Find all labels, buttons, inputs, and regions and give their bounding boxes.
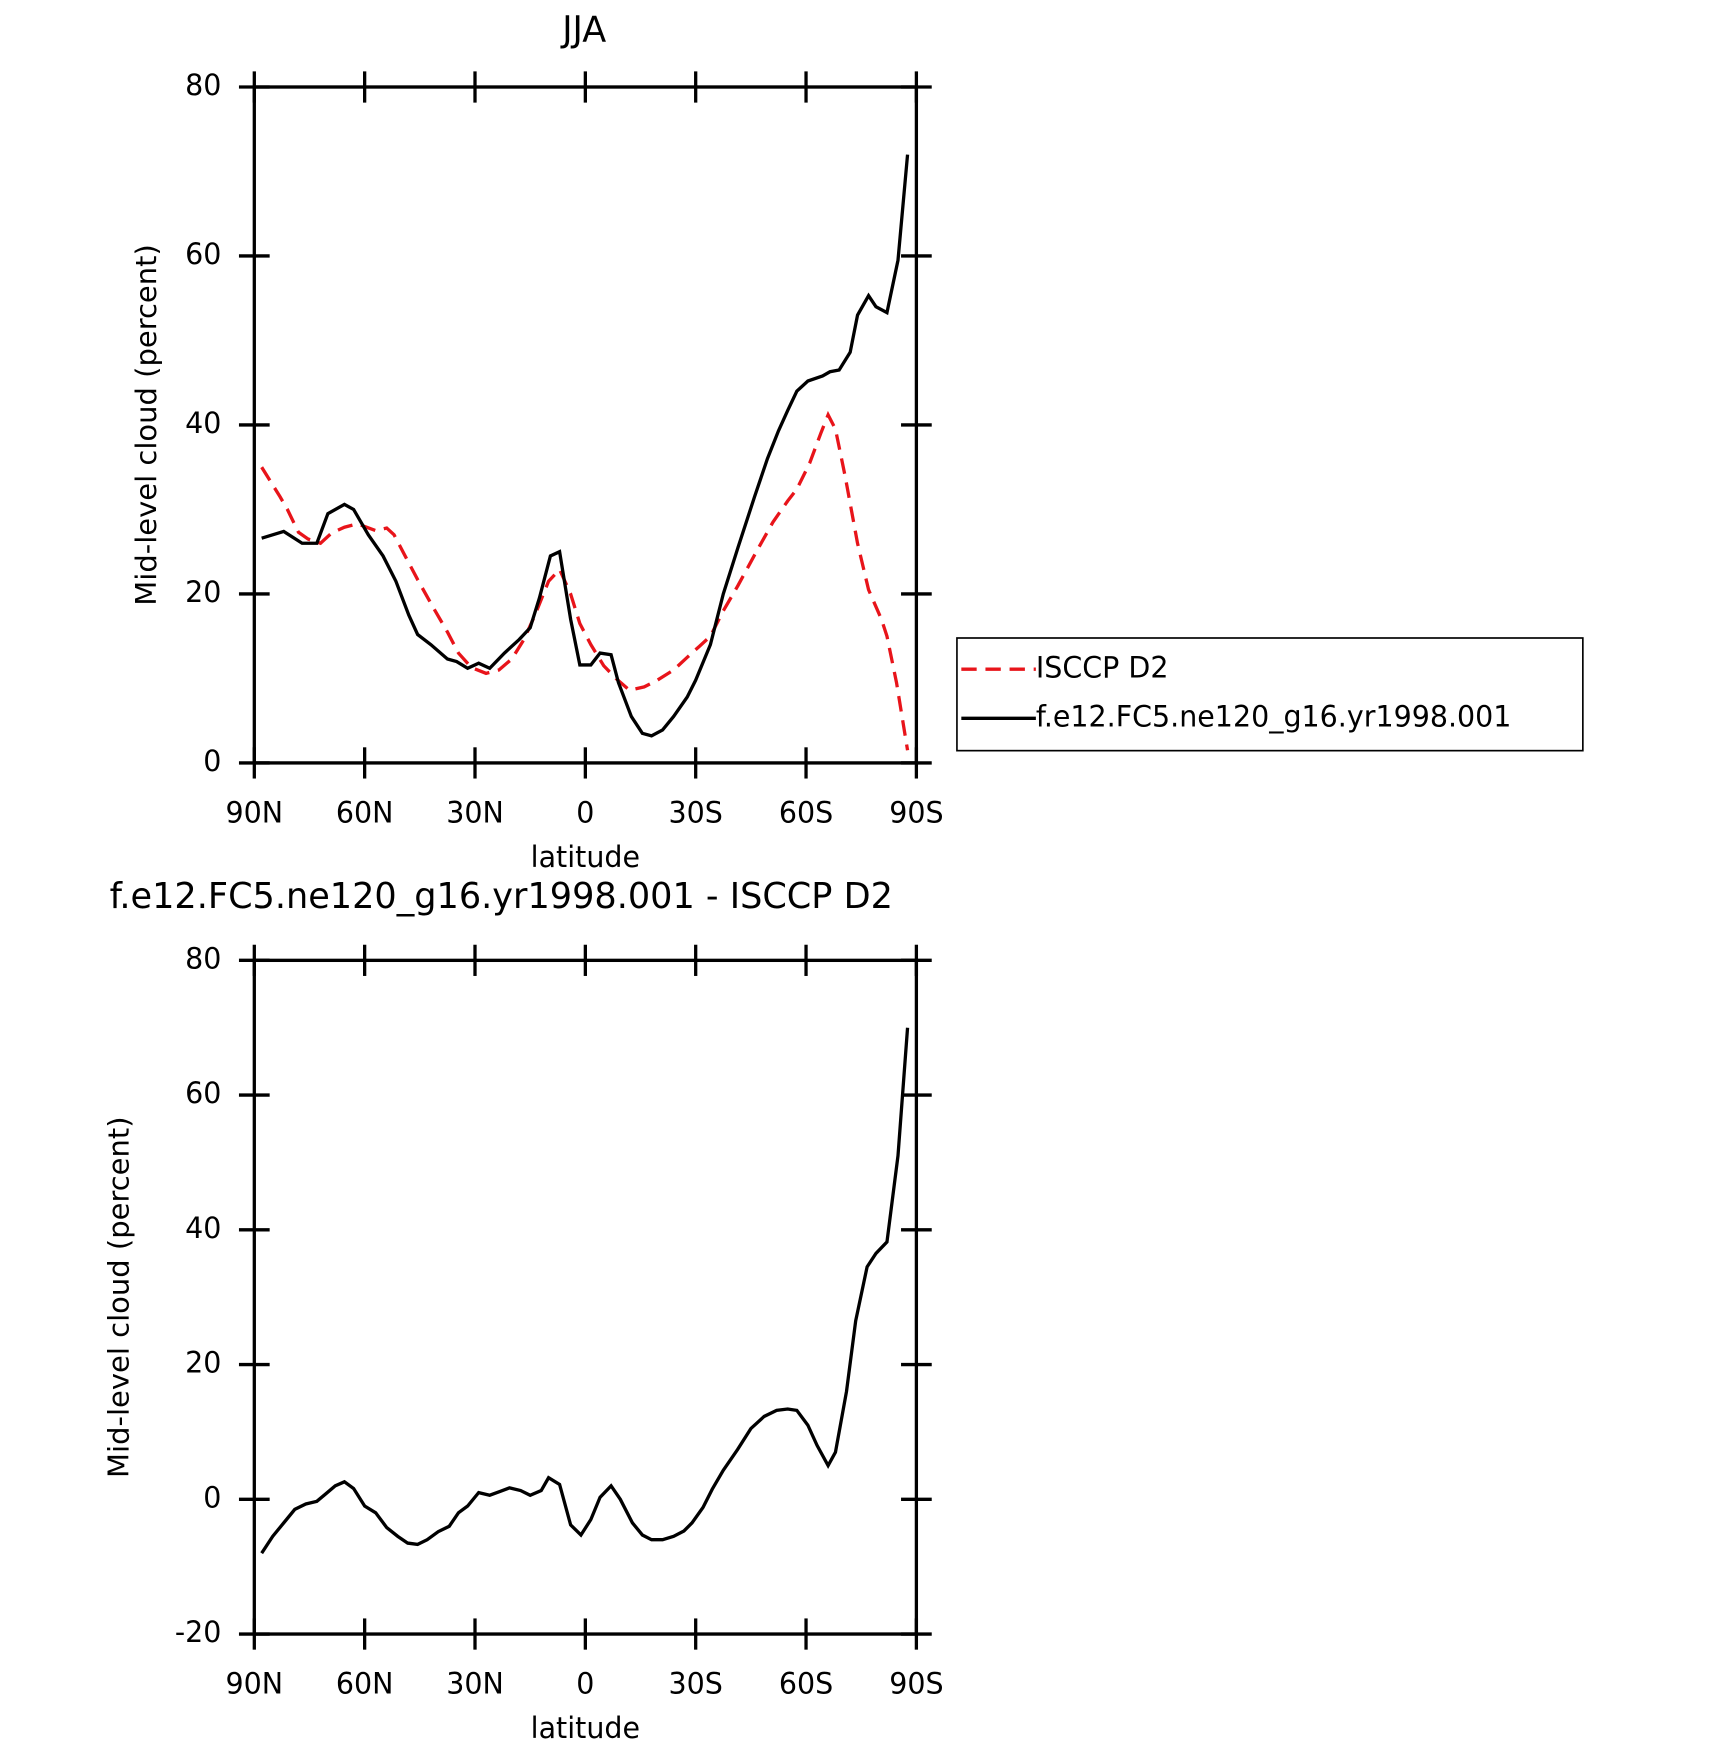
x-tick-label: 60S xyxy=(779,1666,833,1700)
x-tick-label: 30N xyxy=(446,1666,504,1700)
legend-box xyxy=(956,637,1584,752)
y-tick-label: 60 xyxy=(185,1076,221,1110)
y-tick-label: 0 xyxy=(203,744,221,778)
x-tick-label: 30N xyxy=(446,795,504,829)
x-tick-label: 0 xyxy=(576,1666,594,1700)
y-tick-label: 0 xyxy=(203,1480,221,1514)
x-tick-label: 60N xyxy=(336,1666,394,1700)
series-line xyxy=(261,154,910,738)
y-tick-label: 60 xyxy=(185,237,221,271)
x-tick-label: 0 xyxy=(576,795,594,829)
x-axis-label: latitude xyxy=(531,1711,640,1740)
legend-label: f.e12.FC5.ne120_g16.yr1998.001 xyxy=(1036,699,1512,733)
y-tick-label: 40 xyxy=(185,406,221,440)
y-tick-label: 80 xyxy=(185,941,221,975)
x-tick-label: 30S xyxy=(669,795,723,829)
chart-title: f.e12.FC5.ne120_g16.yr1998.001 - ISCCP D… xyxy=(110,876,893,917)
y-tick-label: 20 xyxy=(185,575,221,609)
x-tick-label: 60S xyxy=(779,795,833,829)
y-tick-label: 20 xyxy=(185,1345,221,1379)
y-axis-label: Mid-level cloud (percent) xyxy=(129,244,163,606)
x-tick-label: 90N xyxy=(226,795,284,829)
x-tick-label: 90S xyxy=(889,1666,943,1700)
legend-label: ISCCP D2 xyxy=(1036,650,1169,684)
series-line xyxy=(260,1027,910,1555)
y-tick-label: 80 xyxy=(185,68,221,102)
y-tick-label: -20 xyxy=(175,1615,222,1649)
x-tick-label: 60N xyxy=(336,795,394,829)
chart-title: JJA xyxy=(560,9,606,50)
plot-frame xyxy=(252,958,919,1636)
y-tick-label: 40 xyxy=(185,1211,221,1245)
x-tick-label: 90N xyxy=(226,1666,284,1700)
x-axis-label: latitude xyxy=(531,840,640,874)
y-axis-label: Mid-level cloud (percent) xyxy=(102,1116,136,1478)
x-tick-label: 90S xyxy=(889,795,943,829)
plot-frame xyxy=(252,85,919,765)
series-line xyxy=(260,410,910,751)
x-tick-label: 30S xyxy=(669,1666,723,1700)
